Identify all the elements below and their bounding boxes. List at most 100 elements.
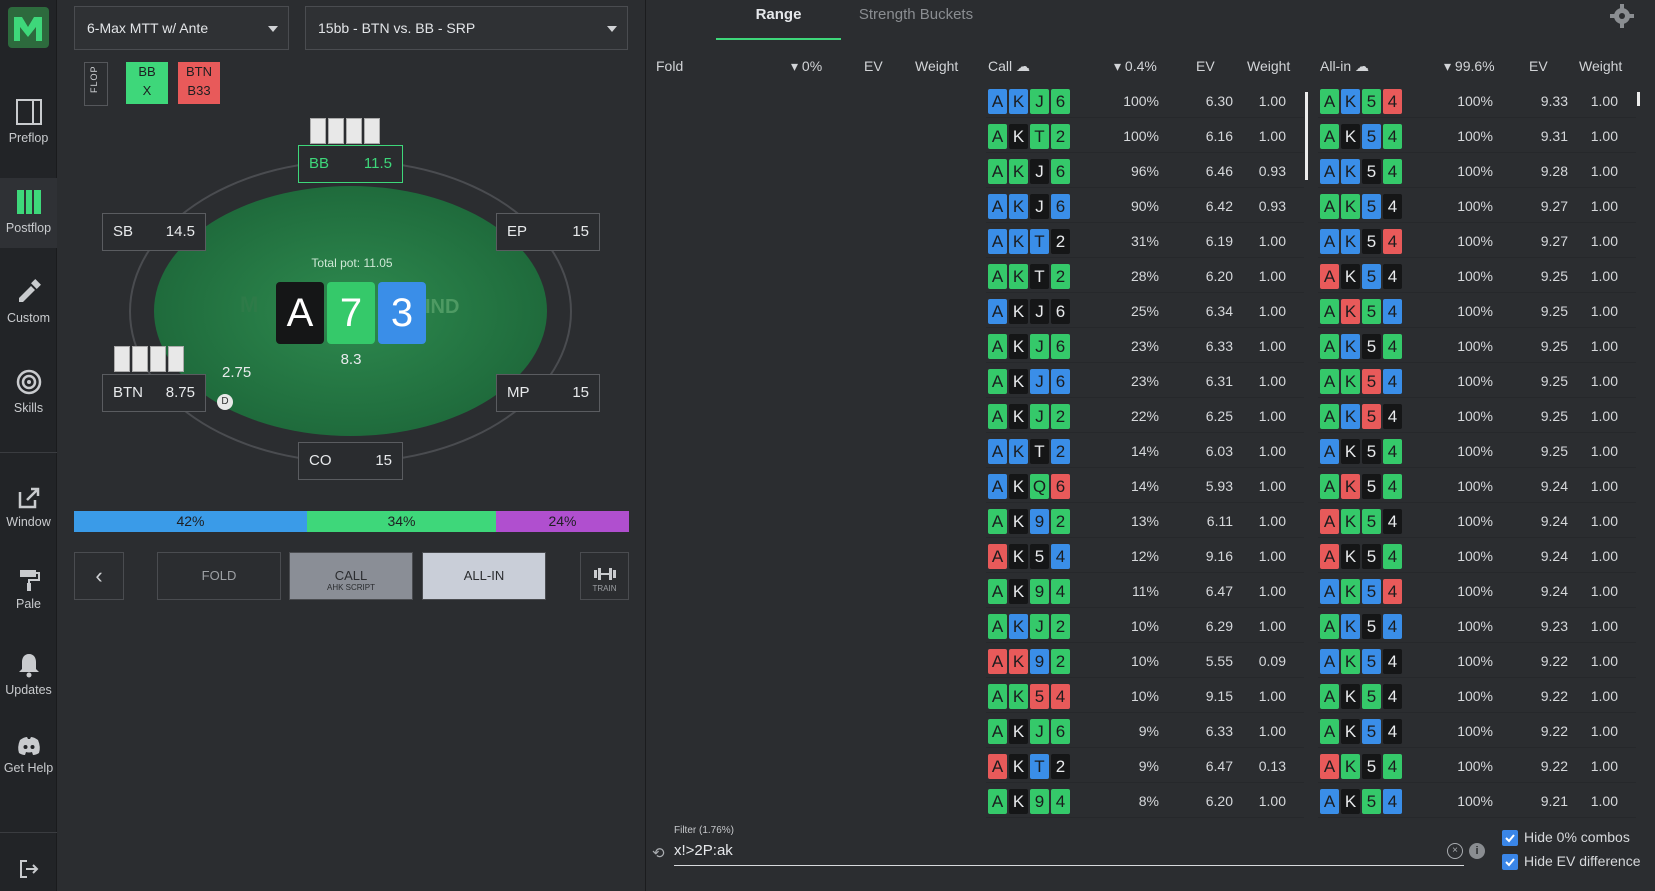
- table-row[interactable]: [986, 575, 1304, 608]
- table-row[interactable]: [986, 85, 1304, 118]
- table-row[interactable]: [1318, 155, 1636, 188]
- table-row[interactable]: [1318, 225, 1636, 258]
- fold-button[interactable]: FOLD: [157, 552, 281, 600]
- call-ev-header[interactable]: EV: [1196, 58, 1215, 74]
- table-row[interactable]: [1318, 610, 1636, 643]
- sidebar-item-custom[interactable]: Custom: [0, 278, 57, 338]
- history-chip-btn[interactable]: BTN B33: [178, 62, 220, 104]
- tab-range[interactable]: Range: [716, 0, 841, 40]
- fold-column-header[interactable]: Fold: [656, 58, 684, 74]
- sidebar-item-postflop[interactable]: Postflop: [0, 178, 57, 248]
- allin-button[interactable]: ALL-IN: [422, 552, 546, 600]
- seat-ep[interactable]: EP 15: [496, 213, 600, 251]
- table-row[interactable]: [986, 365, 1304, 398]
- table-row[interactable]: [1318, 505, 1636, 538]
- clear-filter-icon[interactable]: ×: [1447, 843, 1463, 859]
- tab-strength-buckets[interactable]: Strength Buckets: [858, 6, 974, 23]
- sidebar-item-window[interactable]: Window: [0, 486, 57, 546]
- allin-weight-header[interactable]: Weight: [1579, 58, 1623, 74]
- combo-card: A: [1320, 579, 1339, 604]
- table-row[interactable]: [986, 190, 1304, 223]
- table-row[interactable]: [986, 400, 1304, 433]
- info-icon[interactable]: i: [1469, 843, 1485, 859]
- table-row[interactable]: [986, 155, 1304, 188]
- allin-ev-header[interactable]: EV: [1529, 58, 1548, 74]
- table-row[interactable]: [1318, 120, 1636, 153]
- call-button[interactable]: CALL AHK SCRIPT: [289, 552, 413, 600]
- train-button[interactable]: TRAIN: [580, 552, 629, 600]
- sidebar-item-skills[interactable]: Skills: [0, 368, 57, 428]
- table-row[interactable]: [986, 750, 1304, 783]
- call-sort-toggle[interactable]: ▾ 0.4%: [1114, 58, 1157, 74]
- scenario-select[interactable]: 15bb - BTN vs. BB - SRP: [305, 6, 628, 50]
- fold-ev-header[interactable]: EV: [864, 58, 883, 74]
- table-row[interactable]: [986, 470, 1304, 503]
- sidebar-item-updates[interactable]: Updates: [0, 652, 57, 712]
- sidebar-item-get-help[interactable]: Get Help: [0, 736, 57, 796]
- fold-weight-header[interactable]: Weight: [915, 58, 959, 74]
- table-row[interactable]: [986, 295, 1304, 328]
- sidebar-item-pale[interactable]: Pale: [0, 568, 57, 628]
- fold-sort-toggle[interactable]: ▾ 0%: [791, 58, 823, 74]
- call-weight-header[interactable]: Weight: [1247, 58, 1291, 74]
- back-button[interactable]: ‹: [74, 552, 124, 600]
- seat-btn[interactable]: BTN 8.75: [102, 374, 206, 412]
- allin-sort-toggle[interactable]: ▾ 99.6%: [1444, 58, 1495, 74]
- table-row[interactable]: [986, 785, 1304, 818]
- table-row[interactable]: [1318, 260, 1636, 293]
- settings-button[interactable]: [1610, 4, 1634, 33]
- table-row[interactable]: [986, 505, 1304, 538]
- table-row[interactable]: [986, 120, 1304, 153]
- combo-weight: 1.00: [1590, 793, 1618, 809]
- table-row[interactable]: [1318, 470, 1636, 503]
- game-type-select[interactable]: 6-Max MTT w/ Ante: [74, 6, 289, 50]
- table-row[interactable]: [1318, 365, 1636, 398]
- combo-card: J: [1030, 614, 1049, 639]
- table-row[interactable]: [1318, 190, 1636, 223]
- table-row[interactable]: [1318, 435, 1636, 468]
- filter-input[interactable]: x!>2P:ak: [674, 840, 1464, 866]
- combo-weight: 1.00: [1590, 268, 1618, 284]
- table-row[interactable]: [1318, 750, 1636, 783]
- hide-zero-checkbox[interactable]: [1502, 830, 1518, 846]
- combo-ev: 6.34: [1205, 303, 1233, 319]
- table-row[interactable]: [1318, 680, 1636, 713]
- app-logo[interactable]: [8, 7, 49, 48]
- table-row[interactable]: [986, 715, 1304, 748]
- table-row[interactable]: [986, 435, 1304, 468]
- call-column-header[interactable]: Call ☁: [988, 54, 1030, 78]
- cloud-download-icon[interactable]: ☁: [1016, 58, 1031, 74]
- seat-co[interactable]: CO 15: [298, 442, 403, 480]
- history-icon[interactable]: ⟲: [652, 845, 665, 862]
- seat-bb[interactable]: BB 11.5: [298, 145, 403, 183]
- cloud-download-icon[interactable]: ☁: [1355, 58, 1370, 74]
- sidebar-item-preflop[interactable]: Preflop: [0, 98, 57, 158]
- history-chip-bb[interactable]: BB X: [126, 62, 168, 104]
- table-row[interactable]: [1318, 330, 1636, 363]
- combo-weight: 1.00: [1590, 303, 1618, 319]
- table-row[interactable]: [1318, 295, 1636, 328]
- table-row[interactable]: [1318, 575, 1636, 608]
- table-row[interactable]: [986, 330, 1304, 363]
- logout-button[interactable]: [0, 858, 57, 884]
- table-row[interactable]: [986, 610, 1304, 643]
- table-row[interactable]: [1318, 400, 1636, 433]
- seat-sb[interactable]: SB 14.5: [102, 213, 206, 251]
- combo-frequency: 28%: [1130, 268, 1159, 284]
- table-row[interactable]: [986, 680, 1304, 713]
- table-row[interactable]: [1318, 85, 1636, 118]
- hide-ev-checkbox[interactable]: [1502, 854, 1518, 870]
- table-row[interactable]: [1318, 785, 1636, 818]
- table-row[interactable]: [986, 225, 1304, 258]
- table-row[interactable]: [1318, 540, 1636, 573]
- allin-column-header[interactable]: All-in ☁: [1320, 54, 1369, 78]
- seat-mp[interactable]: MP 15: [496, 374, 600, 412]
- table-row[interactable]: [986, 645, 1304, 678]
- table-row[interactable]: [986, 260, 1304, 293]
- table-row[interactable]: [1318, 715, 1636, 748]
- call-scrollbar[interactable]: [1305, 92, 1308, 180]
- table-row[interactable]: [986, 540, 1304, 573]
- table-row[interactable]: [1318, 645, 1636, 678]
- allin-scrollbar[interactable]: [1637, 92, 1640, 106]
